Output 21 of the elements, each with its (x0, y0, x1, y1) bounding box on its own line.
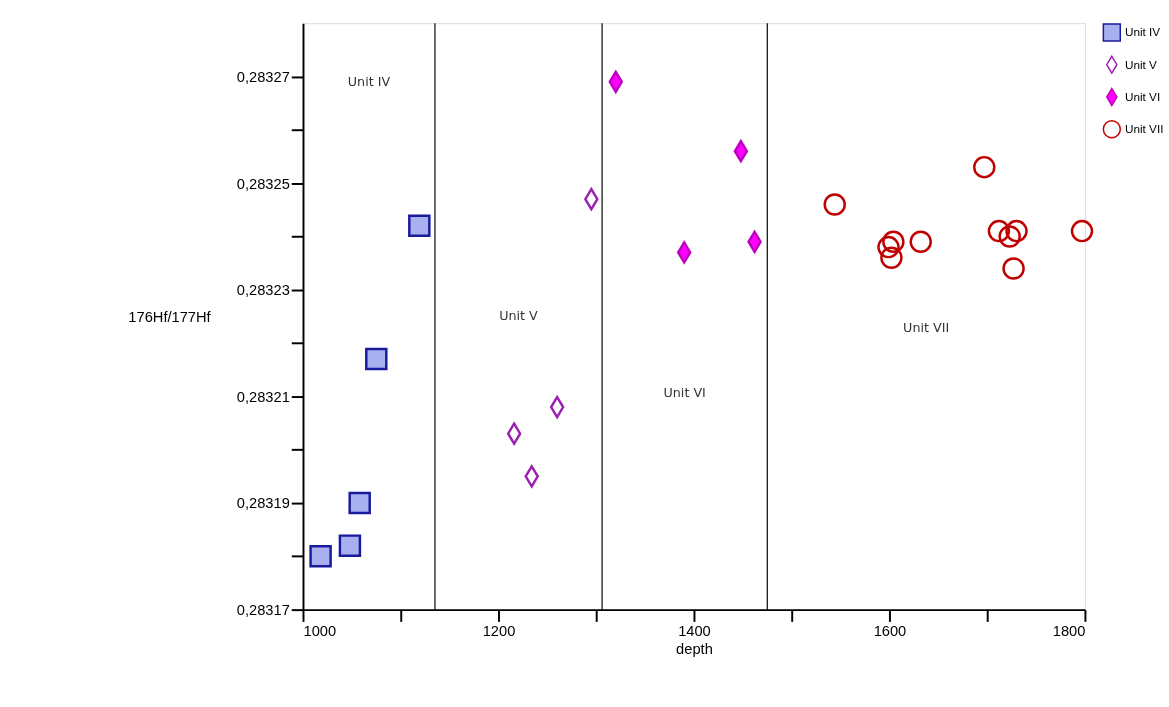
x-tick-label: 1800 (1052, 622, 1086, 639)
annotation: Unit V (499, 308, 539, 324)
y-tick-label: 0,28321 (236, 388, 290, 405)
y-tick-label: 0,28325 (236, 175, 290, 192)
legend-label: Unit VI (1125, 89, 1161, 103)
x-tick-label: 1600 (873, 622, 907, 639)
y-axis-title: 176Hf/177Hf (128, 308, 212, 325)
y-tick-label: 0,28319 (236, 495, 290, 512)
y-tick-label: 0,28317 (236, 602, 290, 619)
x-tick-label: 1000 (303, 622, 337, 639)
legend-label: Unit VII (1125, 122, 1164, 136)
legend-label: Unit IV (1125, 25, 1161, 39)
x-axis-title: depth (676, 641, 713, 658)
legend-label: Unit V (1125, 57, 1158, 71)
annotation: Unit VI (663, 384, 706, 400)
y-tick-label: 0,28327 (236, 68, 290, 85)
x-tick-label: 1200 (482, 622, 516, 639)
y-tick-label: 0,28323 (236, 282, 290, 299)
x-tick-label: 1400 (678, 622, 711, 639)
annotation: Unit IV (347, 73, 391, 89)
annotation: Unit VII (903, 320, 950, 336)
